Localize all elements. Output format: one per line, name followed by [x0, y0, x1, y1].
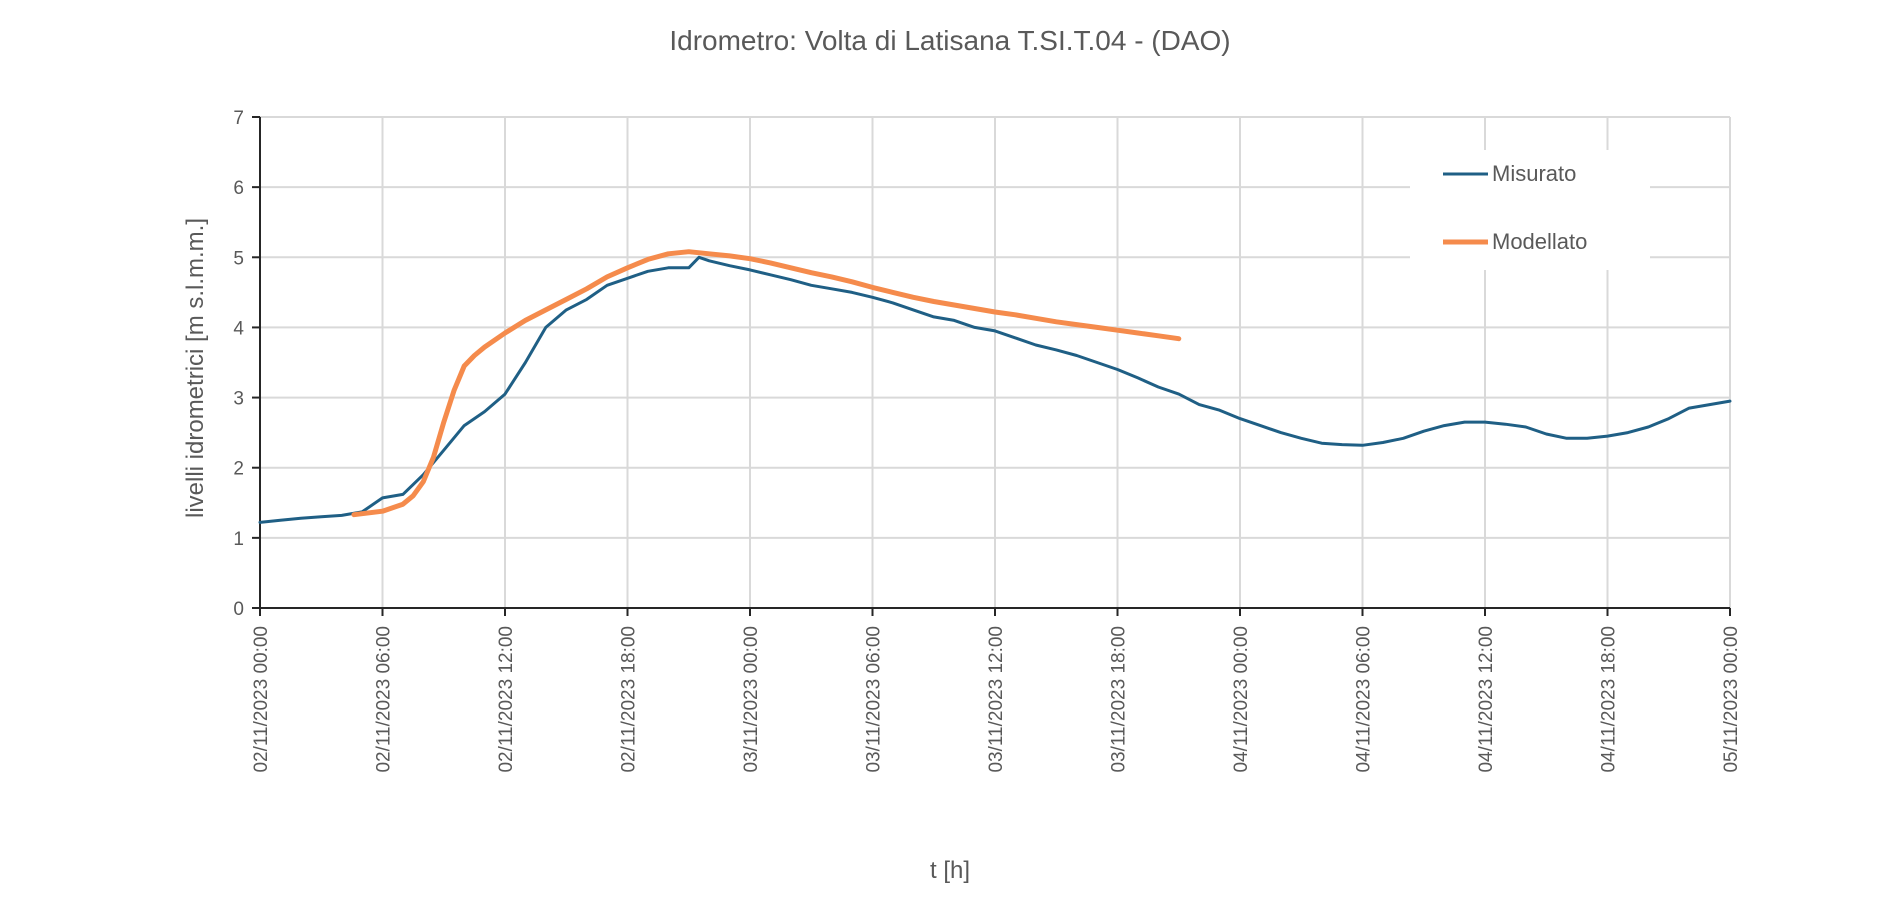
axes: 0 1 2 3 4 5 6 7 02/11/2023 00:00 02/11/2023 06:00…	[233, 108, 1742, 773]
x-tick-label: 03/11/2023 18:00	[1109, 626, 1130, 773]
legend-box	[1410, 150, 1650, 270]
series-line-modellato	[351, 249, 1182, 518]
x-tick-label: 03/11/2023 12:00	[986, 626, 1007, 773]
x-tick-label: 04/11/2023 00:00	[1231, 626, 1252, 773]
y-tick-label: 2	[233, 459, 244, 480]
x-tick-label: 04/11/2023 12:00	[1476, 626, 1497, 773]
legend-label-modellato: Modellato	[1492, 229, 1587, 254]
y-tick-label: 0	[233, 599, 244, 620]
x-tick-label: 02/11/2023 12:00	[496, 626, 517, 773]
y-tick-label: 4	[233, 318, 244, 339]
chart-title: Idrometro: Volta di Latisana T.SI.T.04 -…	[669, 25, 1230, 56]
x-tick-label: 05/11/2023 00:00	[1721, 626, 1742, 773]
y-tick-label: 7	[233, 108, 244, 129]
series-layer	[258, 249, 1732, 524]
y-tick-label: 1	[233, 529, 244, 550]
x-tick-label: 02/11/2023 06:00	[374, 626, 395, 773]
legend-label-misurato: Misurato	[1492, 161, 1576, 186]
x-tick-label: 02/11/2023 18:00	[619, 626, 640, 773]
grid	[260, 116, 1731, 608]
x-tick-label: 02/11/2023 00:00	[251, 626, 272, 773]
y-axis-label: livelli idrometrici [m s.l.m.m.]	[182, 218, 209, 518]
y-tick-label: 3	[233, 389, 244, 410]
legend: Misurato Modellato	[1410, 150, 1650, 270]
x-tick-label: 04/11/2023 18:00	[1599, 626, 1620, 773]
x-axis-label: t [h]	[930, 857, 970, 884]
x-tick-label: 03/11/2023 06:00	[864, 626, 885, 773]
x-tick-label: 04/11/2023 06:00	[1354, 626, 1375, 773]
x-tick-label: 03/11/2023 00:00	[741, 626, 762, 773]
y-tick-label: 6	[233, 178, 244, 199]
y-tick-label: 5	[233, 248, 244, 269]
series-line-misurato	[258, 255, 1732, 524]
